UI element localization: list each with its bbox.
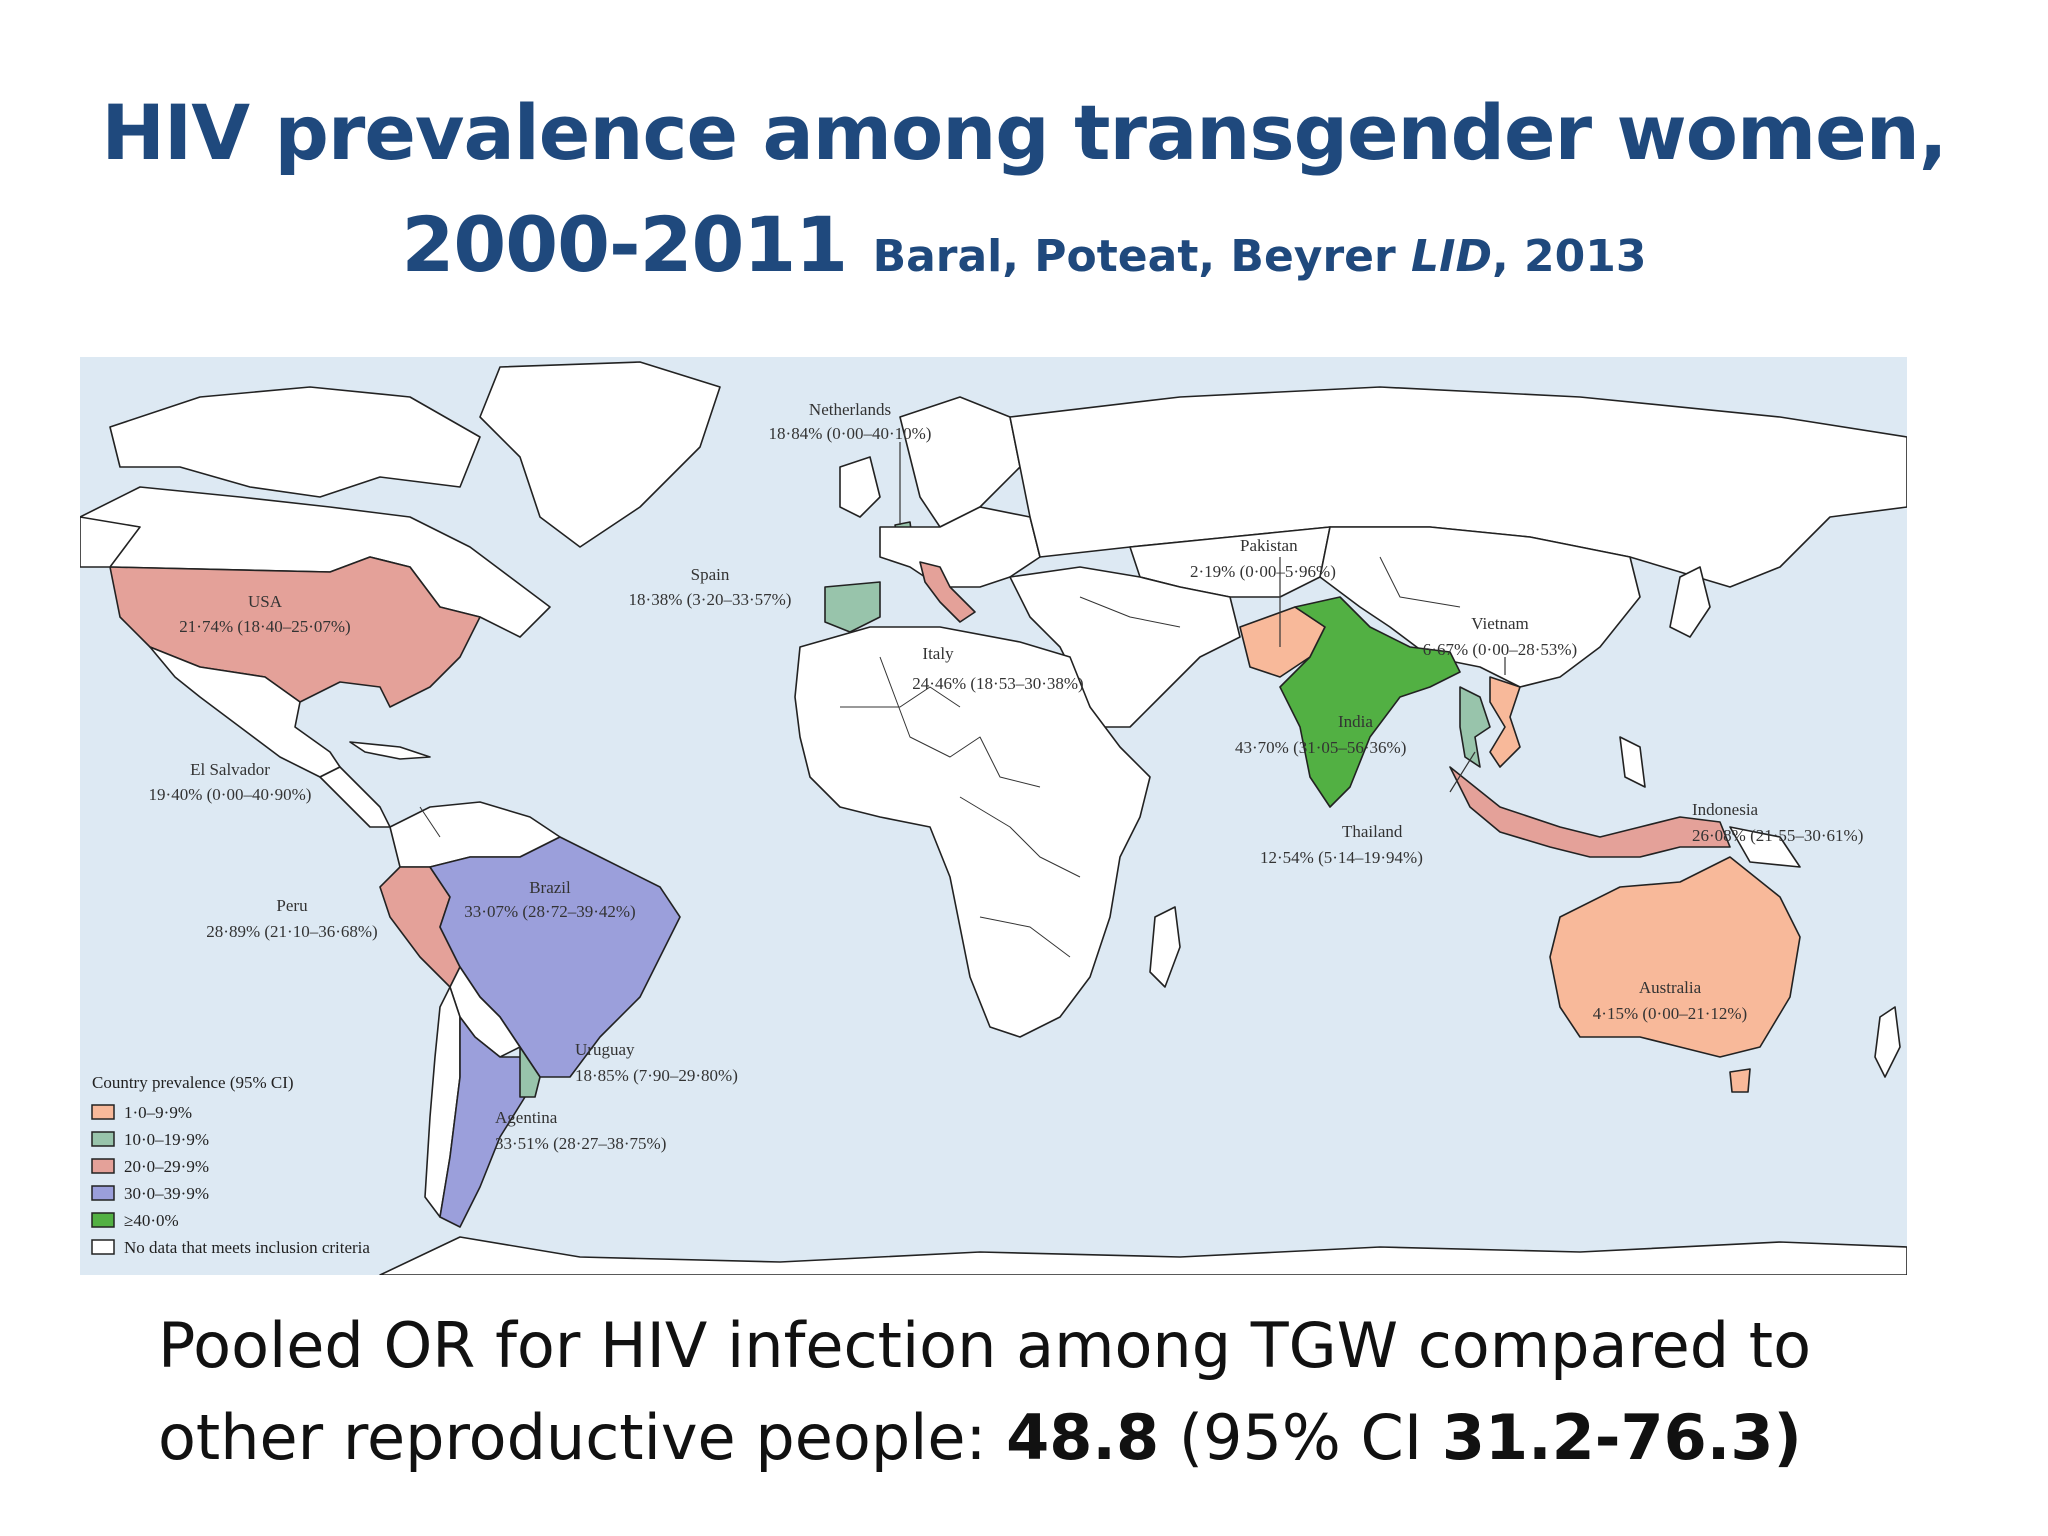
value-netherlands: 18·84% (0·00–40·10%): [769, 424, 932, 443]
legend-swatch: [91, 1131, 115, 1147]
country-india: [1279, 596, 1461, 808]
value-spain: 18·38% (3·20–33·57%): [629, 590, 792, 609]
russia: [1009, 386, 1907, 588]
citation-authors: Baral, Poteat, Beyrer: [872, 231, 1396, 282]
legend-label: 10·0–19·9%: [124, 1130, 209, 1149]
label-thailand: Thailand: [1342, 822, 1403, 841]
country-vietnam: [1489, 676, 1521, 768]
new-zealand: [1874, 1006, 1901, 1078]
label-pakistan: Pakistan: [1240, 536, 1298, 555]
title-years: 2000-2011: [401, 200, 849, 289]
country-argentina: [439, 1016, 526, 1228]
legend-swatch: [91, 1185, 115, 1201]
country-italy: [919, 561, 976, 623]
map-legend: Country prevalence (95% CI) 1·0–9·9% 10·0…: [91, 1073, 370, 1257]
cuba: [349, 741, 431, 760]
legend-title: Country prevalence (95% CI): [92, 1073, 294, 1092]
label-el-salvador: El Salvador: [190, 760, 270, 779]
legend-swatch: [91, 1239, 115, 1255]
or-value: 48.8: [1006, 1401, 1160, 1474]
madagascar: [1149, 906, 1181, 988]
value-indonesia: 26·08% (21·55–30·61%): [1692, 826, 1863, 845]
label-brazil: Brazil: [529, 878, 571, 897]
citation: Baral, Poteat, Beyrer LID, 2013: [873, 231, 1647, 282]
country-uruguay: [519, 1046, 541, 1098]
antarctica: [379, 1236, 1907, 1275]
country-spain: [824, 581, 881, 633]
greenland: [479, 361, 721, 548]
philippines: [1619, 736, 1646, 788]
pooled-line2: other reproductive people: 48.8 (95% CI …: [158, 1392, 1958, 1484]
europe-central: [879, 506, 1041, 588]
legend-label: 20·0–29·9%: [124, 1157, 209, 1176]
value-usa: 21·74% (18·40–25·07%): [179, 617, 350, 636]
ci-close: ): [1773, 1401, 1802, 1474]
alaska: [80, 516, 141, 568]
png: [1729, 826, 1801, 868]
value-vietnam: 6·67% (0·00–28·53%): [1423, 640, 1577, 659]
value-india: 43·70% (31·05–56·36%): [1235, 738, 1406, 757]
middle-east: [1009, 566, 1241, 728]
legend-label: 30·0–39·9%: [124, 1184, 209, 1203]
africa: [794, 626, 1151, 1038]
value-argentina: 33·51% (28·27–38·75%): [495, 1134, 666, 1153]
label-indonesia: Indonesia: [1692, 800, 1759, 819]
value-pakistan: 2·19% (0·00–5·96%): [1190, 562, 1336, 581]
pooled-or-statement: Pooled OR for HIV infection among TGW co…: [158, 1300, 1958, 1484]
uk: [839, 456, 881, 518]
central-america: [319, 766, 391, 828]
canada-arctic: [109, 386, 481, 498]
map-svg: USA 21·74% (18·40–25·07%) El Salvador 19…: [80, 361, 1907, 1275]
label-netherlands: Netherlands: [809, 400, 891, 419]
legend-label: ≥40·0%: [124, 1211, 179, 1230]
japan: [1669, 566, 1711, 638]
value-peru: 28·89% (21·10–36·68%): [206, 922, 377, 941]
value-australia: 4·15% (0·00–21·12%): [1593, 1004, 1747, 1023]
slide-title: HIV prevalence among transgender women,: [101, 88, 1947, 177]
value-brazil: 33·07% (28·72–39·42%): [464, 902, 635, 921]
label-usa: USA: [248, 592, 283, 611]
pooled-text2: other reproductive people:: [158, 1401, 1007, 1474]
label-india: India: [1338, 712, 1373, 731]
value-el-salvador: 19·40% (0·00–40·90%): [149, 785, 312, 804]
legend-label: No data that meets inclusion criteria: [124, 1238, 370, 1257]
ci-open: (95% CI: [1159, 1401, 1442, 1474]
country-australia: [1549, 856, 1801, 1058]
legend-swatch: [91, 1212, 115, 1228]
value-thailand: 12·54% (5·14–19·94%): [1260, 848, 1423, 867]
slide-title-line2: 2000-2011 Baral, Poteat, Beyrer LID, 201…: [0, 200, 2048, 289]
ci-range: 31.2-76.3: [1441, 1401, 1774, 1474]
label-vietnam: Vietnam: [1471, 614, 1529, 633]
pooled-line1: Pooled OR for HIV infection among TGW co…: [158, 1309, 1812, 1382]
legend-swatch: [91, 1158, 115, 1174]
citation-journal: LID: [1411, 231, 1492, 282]
legend-swatch: [91, 1104, 115, 1120]
value-uruguay: 18·85% (7·90–29·80%): [575, 1066, 738, 1085]
legend-label: 1·0–9·9%: [124, 1103, 192, 1122]
country-indonesia: [1449, 766, 1731, 858]
label-italy: Italy: [922, 644, 954, 663]
country-thailand: [1459, 686, 1491, 768]
label-spain: Spain: [691, 565, 730, 584]
world-map: USA 21·74% (18·40–25·07%) El Salvador 19…: [80, 357, 1907, 1275]
label-argentina: Agentina: [495, 1108, 558, 1127]
scandinavia: [899, 396, 1021, 528]
china: [1319, 526, 1641, 688]
value-italy: 24·46% (18·53–30·38%): [912, 674, 1083, 693]
label-peru: Peru: [276, 896, 308, 915]
label-australia: Australia: [1639, 978, 1702, 997]
citation-year: , 2013: [1491, 231, 1647, 282]
label-uruguay: Uruguay: [575, 1040, 635, 1059]
tasmania: [1729, 1068, 1751, 1093]
